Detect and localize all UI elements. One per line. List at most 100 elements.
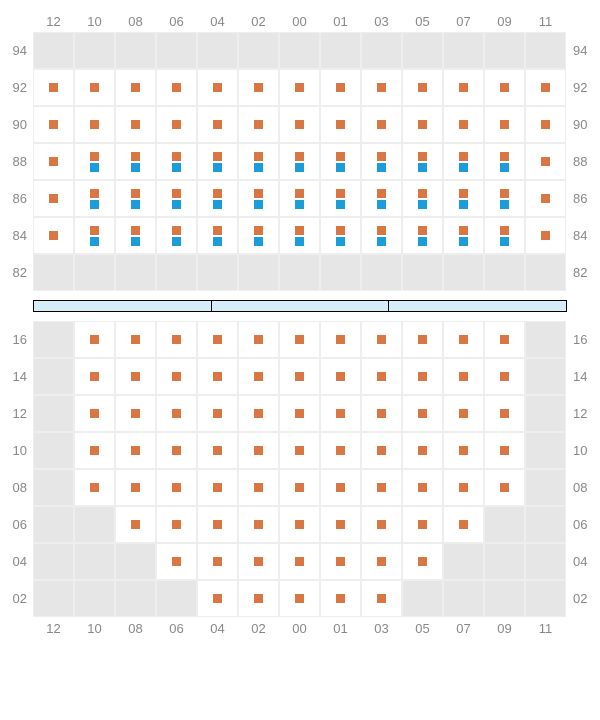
seat-cell[interactable] bbox=[279, 543, 320, 580]
seat-cell[interactable] bbox=[156, 469, 197, 506]
seat-cell[interactable] bbox=[361, 432, 402, 469]
seat-cell[interactable] bbox=[484, 180, 525, 217]
seat-cell[interactable] bbox=[361, 358, 402, 395]
seat-cell[interactable] bbox=[402, 469, 443, 506]
seat-cell[interactable] bbox=[443, 69, 484, 106]
seat-cell[interactable] bbox=[279, 358, 320, 395]
seat-cell[interactable] bbox=[525, 106, 566, 143]
seat-cell[interactable] bbox=[197, 106, 238, 143]
seat-cell[interactable] bbox=[320, 580, 361, 617]
seat-cell[interactable] bbox=[484, 143, 525, 180]
seat-cell[interactable] bbox=[320, 143, 361, 180]
seat-cell[interactable] bbox=[484, 432, 525, 469]
seat-cell[interactable] bbox=[115, 358, 156, 395]
seat-cell[interactable] bbox=[484, 106, 525, 143]
seat-cell[interactable] bbox=[115, 69, 156, 106]
seat-cell[interactable] bbox=[156, 180, 197, 217]
seat-cell[interactable] bbox=[320, 543, 361, 580]
seat-cell[interactable] bbox=[238, 321, 279, 358]
seat-cell[interactable] bbox=[361, 506, 402, 543]
seat-cell[interactable] bbox=[74, 217, 115, 254]
seat-cell[interactable] bbox=[361, 217, 402, 254]
seat-cell[interactable] bbox=[361, 321, 402, 358]
seat-cell[interactable] bbox=[74, 395, 115, 432]
seat-cell[interactable] bbox=[484, 321, 525, 358]
seat-cell[interactable] bbox=[33, 217, 74, 254]
seat-cell[interactable] bbox=[443, 358, 484, 395]
seat-cell[interactable] bbox=[156, 69, 197, 106]
seat-cell[interactable] bbox=[402, 217, 443, 254]
seat-cell[interactable] bbox=[156, 543, 197, 580]
seat-cell[interactable] bbox=[361, 395, 402, 432]
seat-cell[interactable] bbox=[156, 506, 197, 543]
seat-cell[interactable] bbox=[320, 358, 361, 395]
seat-cell[interactable] bbox=[402, 180, 443, 217]
seat-cell[interactable] bbox=[402, 106, 443, 143]
seat-cell[interactable] bbox=[156, 217, 197, 254]
seat-cell[interactable] bbox=[238, 543, 279, 580]
seat-cell[interactable] bbox=[156, 143, 197, 180]
seat-cell[interactable] bbox=[443, 143, 484, 180]
seat-cell[interactable] bbox=[525, 143, 566, 180]
seat-cell[interactable] bbox=[238, 69, 279, 106]
seat-cell[interactable] bbox=[320, 321, 361, 358]
seat-cell[interactable] bbox=[402, 143, 443, 180]
seat-cell[interactable] bbox=[361, 69, 402, 106]
seat-cell[interactable] bbox=[402, 543, 443, 580]
seat-cell[interactable] bbox=[443, 106, 484, 143]
seat-cell[interactable] bbox=[238, 358, 279, 395]
seat-cell[interactable] bbox=[197, 543, 238, 580]
seat-cell[interactable] bbox=[361, 180, 402, 217]
seat-cell[interactable] bbox=[156, 321, 197, 358]
seat-cell[interactable] bbox=[443, 321, 484, 358]
seat-cell[interactable] bbox=[320, 395, 361, 432]
seat-cell[interactable] bbox=[525, 69, 566, 106]
seat-cell[interactable] bbox=[115, 321, 156, 358]
seat-cell[interactable] bbox=[197, 358, 238, 395]
seat-cell[interactable] bbox=[279, 180, 320, 217]
seat-cell[interactable] bbox=[402, 432, 443, 469]
seat-cell[interactable] bbox=[279, 69, 320, 106]
seat-cell[interactable] bbox=[361, 580, 402, 617]
seat-cell[interactable] bbox=[115, 180, 156, 217]
seat-cell[interactable] bbox=[74, 143, 115, 180]
seat-cell[interactable] bbox=[484, 69, 525, 106]
seat-cell[interactable] bbox=[402, 506, 443, 543]
seat-cell[interactable] bbox=[74, 469, 115, 506]
seat-cell[interactable] bbox=[197, 69, 238, 106]
seat-cell[interactable] bbox=[484, 217, 525, 254]
seat-cell[interactable] bbox=[238, 432, 279, 469]
seat-cell[interactable] bbox=[74, 106, 115, 143]
seat-cell[interactable] bbox=[320, 506, 361, 543]
seat-cell[interactable] bbox=[525, 217, 566, 254]
seat-cell[interactable] bbox=[156, 395, 197, 432]
seat-cell[interactable] bbox=[361, 143, 402, 180]
seat-cell[interactable] bbox=[238, 395, 279, 432]
seat-cell[interactable] bbox=[443, 432, 484, 469]
seat-cell[interactable] bbox=[402, 395, 443, 432]
seat-cell[interactable] bbox=[238, 217, 279, 254]
seat-cell[interactable] bbox=[402, 358, 443, 395]
seat-cell[interactable] bbox=[74, 69, 115, 106]
seat-cell[interactable] bbox=[402, 321, 443, 358]
seat-cell[interactable] bbox=[361, 106, 402, 143]
seat-cell[interactable] bbox=[74, 432, 115, 469]
seat-cell[interactable] bbox=[197, 217, 238, 254]
seat-cell[interactable] bbox=[484, 395, 525, 432]
seat-cell[interactable] bbox=[197, 506, 238, 543]
seat-cell[interactable] bbox=[115, 143, 156, 180]
seat-cell[interactable] bbox=[279, 217, 320, 254]
seat-cell[interactable] bbox=[402, 69, 443, 106]
seat-cell[interactable] bbox=[238, 506, 279, 543]
seat-cell[interactable] bbox=[197, 432, 238, 469]
seat-cell[interactable] bbox=[484, 358, 525, 395]
seat-cell[interactable] bbox=[443, 469, 484, 506]
seat-cell[interactable] bbox=[320, 180, 361, 217]
seat-cell[interactable] bbox=[115, 469, 156, 506]
seat-cell[interactable] bbox=[320, 106, 361, 143]
seat-cell[interactable] bbox=[33, 180, 74, 217]
seat-cell[interactable] bbox=[320, 432, 361, 469]
seat-cell[interactable] bbox=[238, 469, 279, 506]
seat-cell[interactable] bbox=[484, 469, 525, 506]
seat-cell[interactable] bbox=[279, 395, 320, 432]
